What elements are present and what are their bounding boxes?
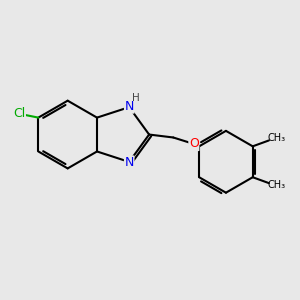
Text: Cl: Cl	[13, 107, 25, 120]
Text: CH₃: CH₃	[267, 181, 285, 190]
Text: N: N	[124, 100, 134, 113]
Text: CH₃: CH₃	[267, 133, 285, 143]
Text: N: N	[124, 156, 134, 169]
Text: H: H	[132, 93, 140, 103]
Text: O: O	[189, 137, 199, 151]
